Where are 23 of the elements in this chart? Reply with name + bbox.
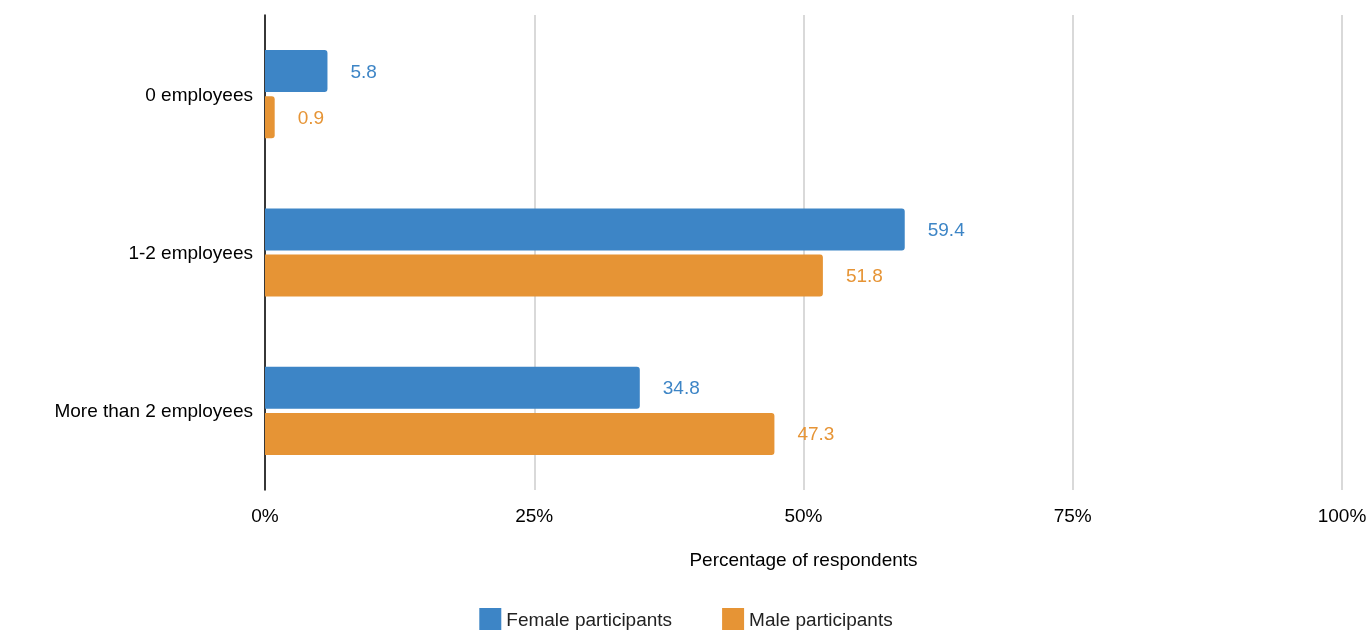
x-tick-label: 25%: [515, 505, 554, 526]
data-label: 59.4: [927, 218, 966, 240]
legend-label: Female participants: [506, 608, 673, 630]
y-tick-label: 1-2 employees: [128, 242, 253, 263]
x-tick-label: 50%: [784, 505, 823, 526]
data-label: 5.8: [350, 60, 377, 82]
x-tick-label: 100%: [1317, 505, 1367, 526]
x-tick-label: 0%: [251, 505, 279, 526]
bar: [265, 412, 775, 455]
data-label: 0.9: [297, 106, 325, 128]
bar: [265, 208, 905, 251]
bar: [265, 50, 328, 93]
x-tick-label: 75%: [1053, 505, 1092, 526]
x-axis-title: Percentage of respondents: [689, 549, 918, 570]
bar: [265, 366, 640, 409]
data-label: 34.8: [662, 377, 700, 399]
y-tick-label: 0 employees: [145, 83, 253, 105]
data-label: 51.8: [845, 265, 883, 287]
bar: [265, 96, 275, 139]
data-label: 47.3: [797, 423, 835, 445]
legend-label: Male participants: [749, 608, 893, 630]
y-tick-label: More than 2 employees: [54, 400, 253, 422]
bar: [265, 254, 823, 297]
